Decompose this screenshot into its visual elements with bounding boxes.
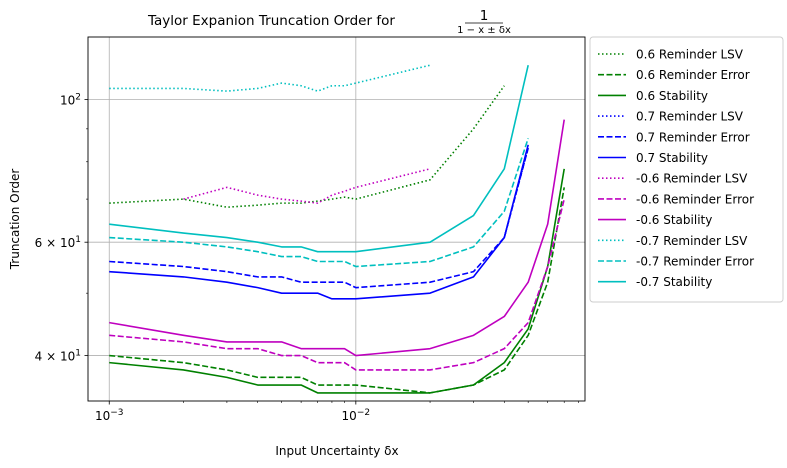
chart-title: Taylor Expanion Truncation Order for 1 1… <box>147 8 511 36</box>
legend-label-5: 0.7 Stability <box>636 151 708 165</box>
y-tick-label-1: 6 × 101 <box>35 235 81 250</box>
x-tick-label-1: 10−2 <box>342 408 371 423</box>
legend-label-8: -0.6 Stability <box>636 213 712 227</box>
chart-title-text: Taylor Expanion Truncation Order for <box>147 13 395 29</box>
legend-label-11: -0.7 Stability <box>636 275 712 289</box>
legend-label-1: 0.6 Reminder Error <box>636 68 750 82</box>
x-axis-label: Input Uncertainty δx <box>275 444 398 458</box>
legend: 0.6 Reminder LSV 0.6 Reminder Error 0.6 St… <box>589 36 784 303</box>
legend-label-3: 0.7 Reminder LSV <box>636 110 744 124</box>
series-line-1 <box>109 187 565 394</box>
series-line-7 <box>109 198 565 371</box>
legend-label-4: 0.7 Reminder Error <box>636 130 750 144</box>
title-fraction-numerator: 1 <box>480 8 489 24</box>
series-line-4 <box>109 147 529 289</box>
series-line-0 <box>109 85 505 209</box>
y-axis-label: Truncation Order <box>8 169 22 271</box>
series-line-5 <box>109 144 529 300</box>
y-tick-label-0: 4 × 101 <box>35 349 81 364</box>
series-line-11 <box>109 65 529 253</box>
legend-box <box>589 36 784 303</box>
legend-label-6: -0.6 Reminder LSV <box>636 172 748 186</box>
plot-area <box>87 36 586 402</box>
series-line-2 <box>109 168 565 394</box>
series-line-8 <box>109 119 566 357</box>
series-line-9 <box>109 64 431 92</box>
title-fraction-denominator: 1 − x ± δx <box>457 25 511 36</box>
legend-label-2: 0.6 Stability <box>636 89 708 103</box>
series-line-10 <box>109 138 529 268</box>
legend-label-0: 0.6 Reminder LSV <box>636 48 744 62</box>
y-tick-label-2: 102 <box>60 92 81 107</box>
axis-ticks: 10−3 10−2 4 × 101 6 × 101 102 <box>35 92 579 423</box>
grid <box>88 37 585 401</box>
legend-label-9: -0.7 Reminder LSV <box>636 234 748 248</box>
x-tick-label-0: 10−3 <box>95 408 124 423</box>
series-lines <box>109 64 566 394</box>
legend-label-7: -0.6 Reminder Error <box>636 192 754 206</box>
legend-label-10: -0.7 Reminder Error <box>636 255 754 269</box>
legend-entries: 0.6 Reminder LSV 0.6 Reminder Error 0.6 St… <box>598 48 754 289</box>
series-line-6 <box>183 168 431 204</box>
